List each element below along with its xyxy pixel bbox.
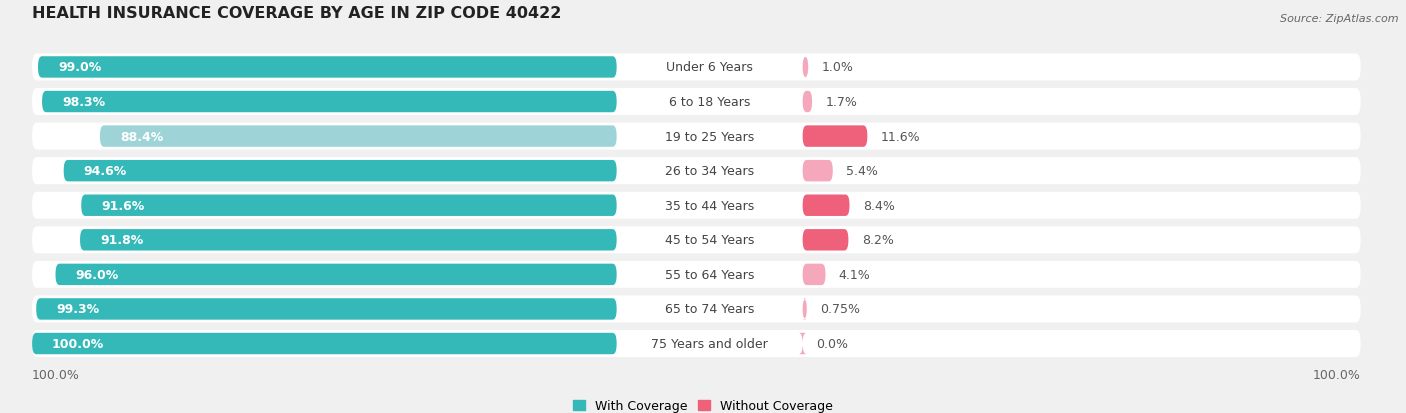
FancyBboxPatch shape bbox=[32, 333, 617, 354]
Text: 91.8%: 91.8% bbox=[100, 234, 143, 247]
FancyBboxPatch shape bbox=[55, 264, 617, 285]
Text: 88.4%: 88.4% bbox=[120, 130, 163, 143]
FancyBboxPatch shape bbox=[803, 230, 848, 251]
Text: 1.0%: 1.0% bbox=[821, 61, 853, 74]
Text: 11.6%: 11.6% bbox=[880, 130, 921, 143]
FancyBboxPatch shape bbox=[100, 126, 617, 147]
FancyBboxPatch shape bbox=[32, 227, 1361, 254]
Text: 55 to 64 Years: 55 to 64 Years bbox=[665, 268, 755, 281]
Text: 8.4%: 8.4% bbox=[863, 199, 894, 212]
Text: Under 6 Years: Under 6 Years bbox=[666, 61, 754, 74]
Text: 100.0%: 100.0% bbox=[52, 337, 104, 350]
FancyBboxPatch shape bbox=[32, 55, 1361, 81]
FancyBboxPatch shape bbox=[32, 123, 1361, 150]
FancyBboxPatch shape bbox=[32, 330, 1361, 357]
Text: 100.0%: 100.0% bbox=[1313, 368, 1361, 381]
Text: 94.6%: 94.6% bbox=[83, 165, 127, 178]
Text: 6 to 18 Years: 6 to 18 Years bbox=[669, 96, 751, 109]
FancyBboxPatch shape bbox=[799, 333, 807, 354]
Text: 1.7%: 1.7% bbox=[825, 96, 858, 109]
FancyBboxPatch shape bbox=[32, 158, 1361, 185]
Text: 99.0%: 99.0% bbox=[58, 61, 101, 74]
FancyBboxPatch shape bbox=[80, 230, 617, 251]
Text: HEALTH INSURANCE COVERAGE BY AGE IN ZIP CODE 40422: HEALTH INSURANCE COVERAGE BY AGE IN ZIP … bbox=[32, 6, 561, 21]
Legend: With Coverage, Without Coverage: With Coverage, Without Coverage bbox=[572, 399, 834, 412]
FancyBboxPatch shape bbox=[32, 296, 1361, 323]
Text: 45 to 54 Years: 45 to 54 Years bbox=[665, 234, 755, 247]
Text: 96.0%: 96.0% bbox=[76, 268, 118, 281]
FancyBboxPatch shape bbox=[37, 299, 617, 320]
Text: 75 Years and older: 75 Years and older bbox=[651, 337, 768, 350]
FancyBboxPatch shape bbox=[803, 92, 813, 113]
FancyBboxPatch shape bbox=[63, 161, 617, 182]
FancyBboxPatch shape bbox=[38, 57, 617, 78]
FancyBboxPatch shape bbox=[803, 299, 807, 320]
Text: 91.6%: 91.6% bbox=[101, 199, 145, 212]
FancyBboxPatch shape bbox=[42, 92, 617, 113]
FancyBboxPatch shape bbox=[803, 264, 825, 285]
Text: 98.3%: 98.3% bbox=[62, 96, 105, 109]
Text: 99.3%: 99.3% bbox=[56, 303, 100, 316]
FancyBboxPatch shape bbox=[82, 195, 617, 216]
Text: 19 to 25 Years: 19 to 25 Years bbox=[665, 130, 754, 143]
Text: 4.1%: 4.1% bbox=[839, 268, 870, 281]
Text: 0.75%: 0.75% bbox=[820, 303, 860, 316]
FancyBboxPatch shape bbox=[32, 192, 1361, 219]
Text: Source: ZipAtlas.com: Source: ZipAtlas.com bbox=[1281, 14, 1399, 24]
Text: 65 to 74 Years: 65 to 74 Years bbox=[665, 303, 755, 316]
Text: 5.4%: 5.4% bbox=[846, 165, 877, 178]
FancyBboxPatch shape bbox=[803, 57, 808, 78]
Text: 100.0%: 100.0% bbox=[32, 368, 80, 381]
Text: 0.0%: 0.0% bbox=[815, 337, 848, 350]
FancyBboxPatch shape bbox=[803, 126, 868, 147]
Text: 8.2%: 8.2% bbox=[862, 234, 894, 247]
FancyBboxPatch shape bbox=[803, 195, 849, 216]
Text: 35 to 44 Years: 35 to 44 Years bbox=[665, 199, 754, 212]
FancyBboxPatch shape bbox=[32, 89, 1361, 116]
Text: 26 to 34 Years: 26 to 34 Years bbox=[665, 165, 754, 178]
FancyBboxPatch shape bbox=[803, 161, 832, 182]
FancyBboxPatch shape bbox=[32, 261, 1361, 288]
